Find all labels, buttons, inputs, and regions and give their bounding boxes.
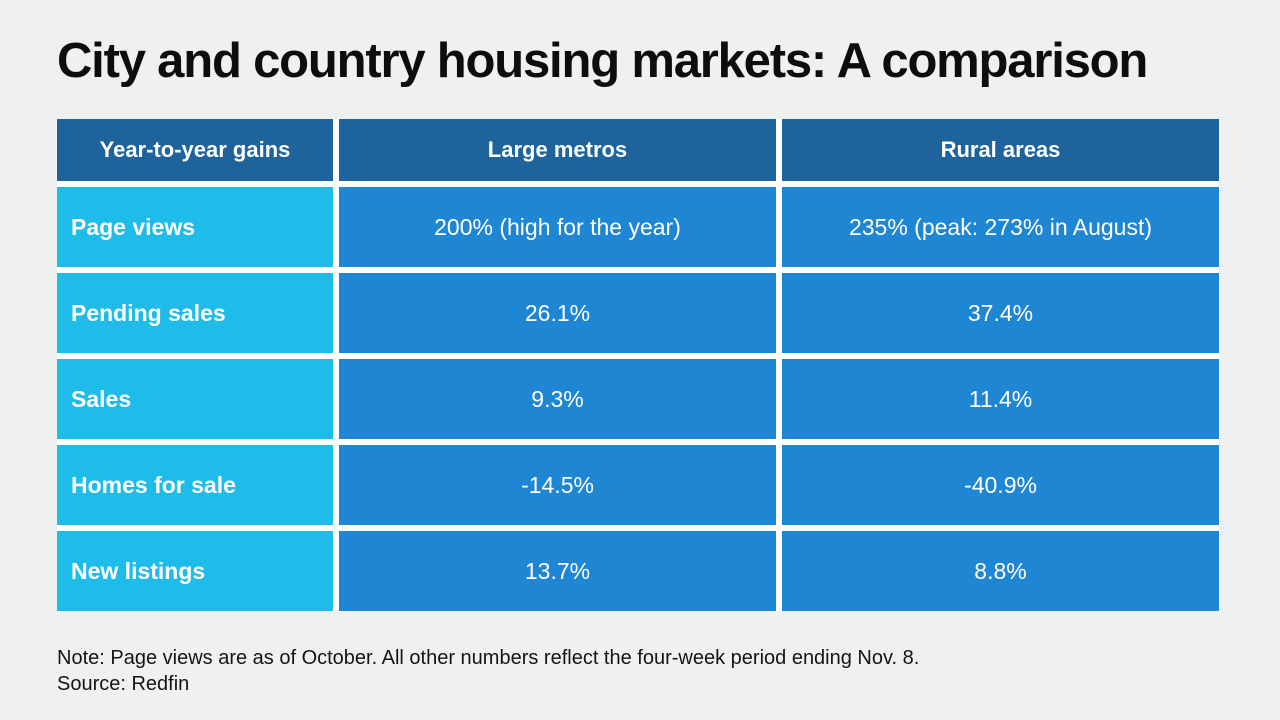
- page-title: City and country housing markets: A comp…: [57, 34, 1148, 88]
- note-text: Note: Page views are as of October. All …: [57, 647, 920, 669]
- page: City and country housing markets: A comp…: [57, 34, 1219, 697]
- row-label-pending-sales: Pending sales: [57, 273, 333, 353]
- value-page-views-large-metros: 200% (high for the year): [339, 187, 776, 267]
- value-sales-rural-areas: 11.4%: [782, 359, 1219, 439]
- column-header-gains: Year-to-year gains: [57, 119, 333, 181]
- value-homes-for-sale-rural-areas: -40.9%: [782, 445, 1219, 525]
- row-label-homes-for-sale: Homes for sale: [57, 445, 333, 525]
- row-label-page-views: Page views: [57, 187, 333, 267]
- value-new-listings-large-metros: 13.7%: [339, 531, 776, 611]
- value-homes-for-sale-large-metros: -14.5%: [339, 445, 776, 525]
- footnote: Note: Page views are as of October. All …: [57, 645, 1219, 697]
- value-sales-large-metros: 9.3%: [339, 359, 776, 439]
- value-pending-sales-large-metros: 26.1%: [339, 273, 776, 353]
- column-header-large-metros: Large metros: [339, 119, 776, 181]
- value-pending-sales-rural-areas: 37.4%: [782, 273, 1219, 353]
- comparison-table: Year-to-year gains Large metros Rural ar…: [57, 119, 1219, 611]
- row-label-sales: Sales: [57, 359, 333, 439]
- column-header-rural-areas: Rural areas: [782, 119, 1219, 181]
- value-page-views-rural-areas: 235% (peak: 273% in August): [782, 187, 1219, 267]
- value-new-listings-rural-areas: 8.8%: [782, 531, 1219, 611]
- source-text: Source: Redfin: [57, 673, 190, 695]
- row-label-new-listings: New listings: [57, 531, 333, 611]
